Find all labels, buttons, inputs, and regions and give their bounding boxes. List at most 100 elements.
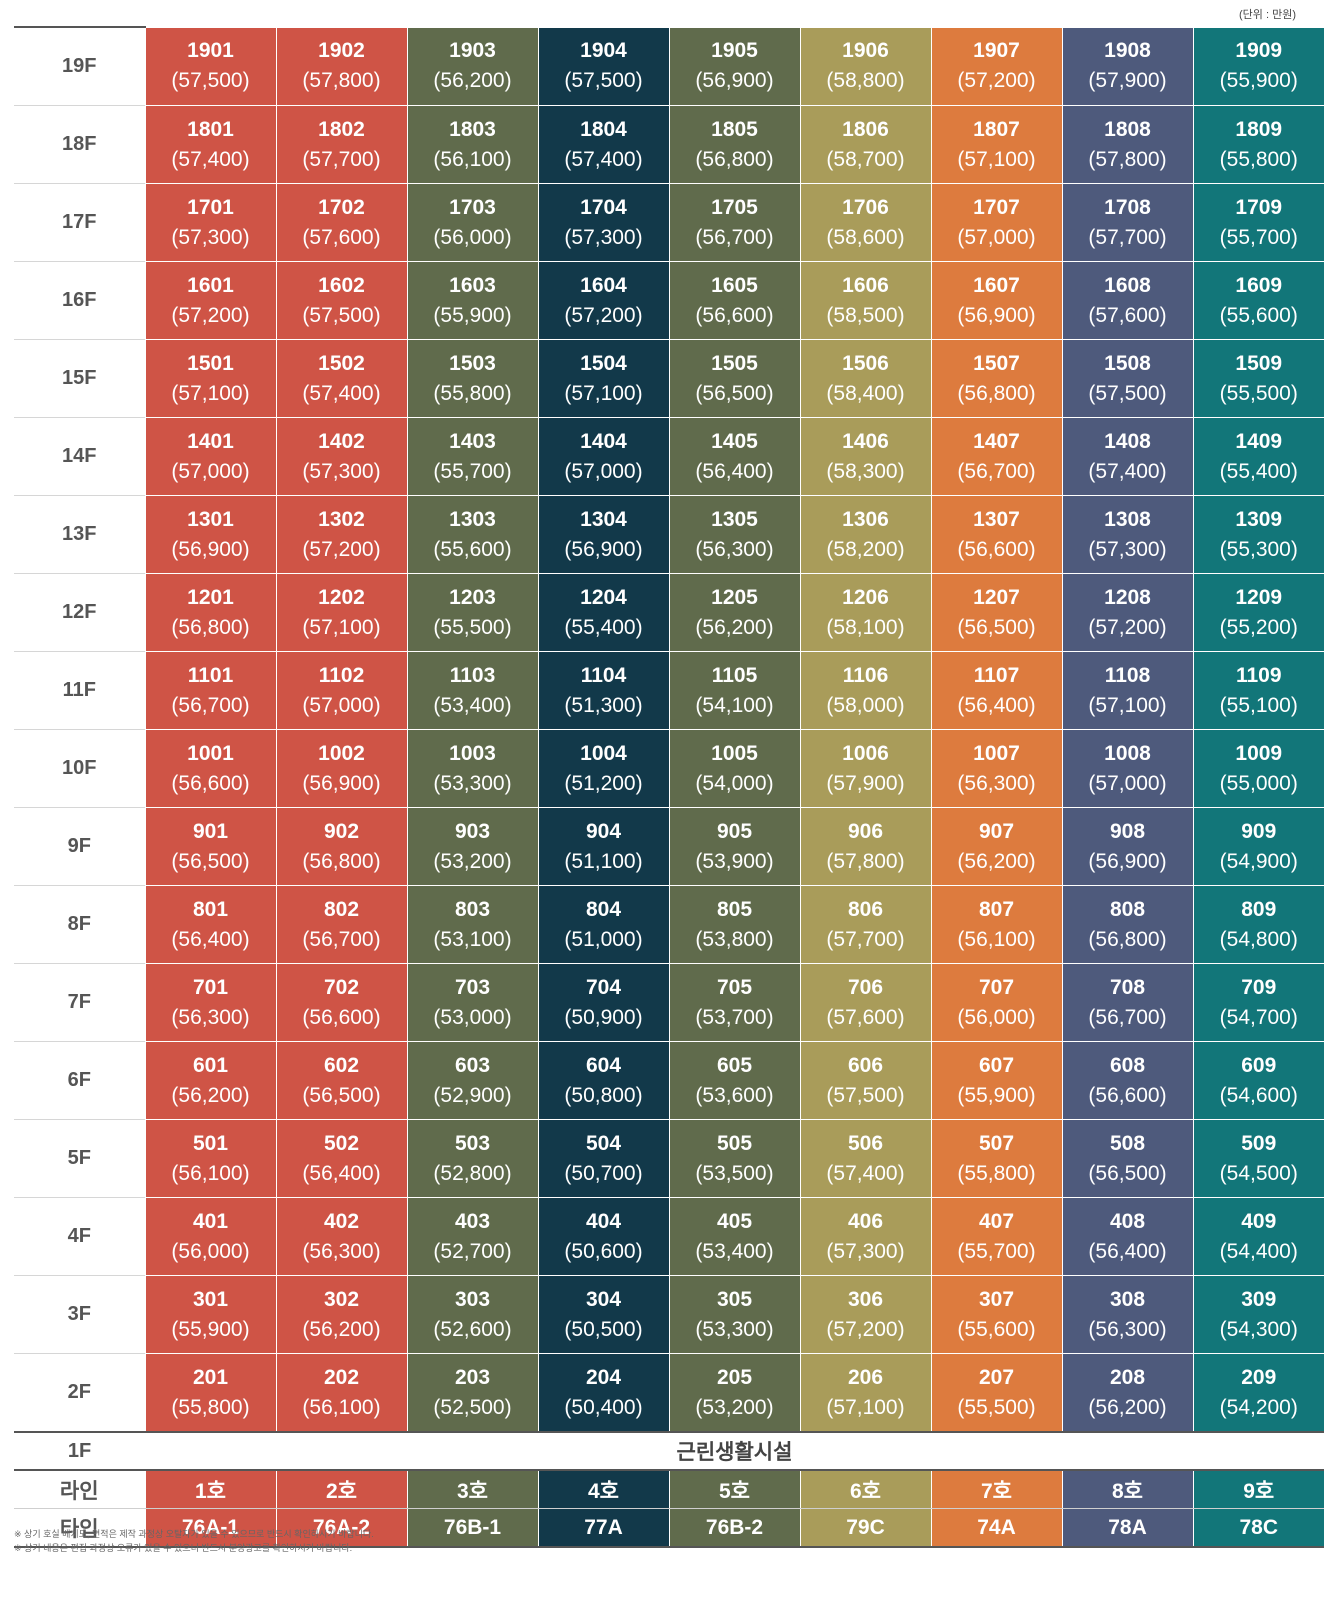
unit-price: (51,300): [564, 693, 643, 717]
unit-price: (58,400): [826, 381, 905, 405]
floor-row: 13F 1301 (56,900) 1302 (57,200) 1303 (55,600) 1…: [14, 495, 1324, 574]
unit-price: (57,200): [171, 303, 250, 327]
unit-number: 1308: [1104, 507, 1151, 531]
unit-price: (56,300): [957, 771, 1036, 795]
unit-cell: 605 (53,600): [668, 1041, 800, 1120]
unit-cell: 1009 (55,000): [1192, 729, 1324, 808]
unit-cell: 209 (54,200): [1192, 1353, 1324, 1432]
unit-cell: 201 (55,800): [144, 1353, 276, 1432]
unit-cell: 302 (56,200): [275, 1275, 407, 1354]
unit-number: 303: [454, 1287, 491, 1311]
unit-price: (57,600): [302, 225, 381, 249]
unit-price: (56,900): [171, 537, 250, 561]
unit-number: 1907: [973, 39, 1020, 63]
unit-cell: 1002 (56,900): [275, 729, 407, 808]
unit-price: (56,800): [1088, 927, 1167, 951]
unit-number: 805: [716, 897, 753, 921]
unit-cell: 304 (50,500): [537, 1275, 669, 1354]
unit-number: 1309: [1235, 507, 1283, 531]
floor-row: 10F 1001 (56,600) 1002 (56,900) 1003 (53,300) 1…: [14, 729, 1324, 808]
unit-number: 1901: [187, 39, 234, 63]
unit-price: (57,700): [826, 927, 905, 951]
unit-number: 1206: [842, 585, 889, 609]
unit-number: 1201: [187, 585, 234, 609]
unit-price: (58,100): [826, 615, 905, 639]
unit-number: 1102: [318, 663, 365, 687]
unit-cell: 907 (56,200): [930, 807, 1062, 886]
unit-cell: 903 (53,200): [406, 807, 538, 886]
unit-price: (57,700): [1088, 225, 1167, 249]
unit-number: 1005: [711, 741, 758, 765]
unit-price: (56,900): [302, 771, 381, 795]
unit-number: 502: [323, 1131, 360, 1155]
unit-number: 1902: [318, 39, 365, 63]
unit-number: 1403: [449, 429, 496, 453]
unit-price: (57,100): [826, 1395, 905, 1419]
unit-number: 601: [192, 1053, 229, 1077]
unit-number: 1001: [187, 741, 234, 765]
floor-row: 14F 1401 (57,000) 1402 (57,300) 1403 (55,700) 1…: [14, 417, 1324, 496]
unit-cell: 1004 (51,200): [537, 729, 669, 808]
unit-number: 1409: [1235, 429, 1283, 453]
unit-cell: 1807 (57,100): [930, 105, 1062, 184]
unit-number: 1304: [580, 507, 627, 531]
unit-cell: 1707 (57,000): [930, 183, 1062, 262]
unit-cell: 606 (57,500): [799, 1041, 931, 1120]
floor-label: 2F: [14, 1353, 145, 1432]
unit-number: 1706: [842, 195, 889, 219]
unit-cell: 1904 (57,500): [537, 26, 669, 106]
unit-cell: 1104 (51,300): [537, 651, 669, 730]
unit-cell: 1306 (58,200): [799, 495, 931, 574]
unit-cell: 1007 (56,300): [930, 729, 1062, 808]
line-cell: 5호: [668, 1470, 800, 1509]
type-cell: 78A: [1061, 1508, 1193, 1548]
unit-cell: 908 (56,900): [1061, 807, 1193, 886]
unit-cell: 1907 (57,200): [930, 26, 1062, 106]
unit-cell: 804 (51,000): [537, 885, 669, 964]
unit-price: (53,200): [695, 1395, 774, 1419]
unit-price: (54,000): [695, 771, 774, 795]
unit-number: 1408: [1104, 429, 1151, 453]
unit-number: 1305: [711, 507, 758, 531]
unit-number: 908: [1109, 819, 1146, 843]
unit-price: (58,800): [826, 69, 905, 93]
unit-number: 702: [323, 975, 360, 999]
unit-cell: 206 (57,100): [799, 1353, 931, 1432]
unit-number: 709: [1241, 975, 1277, 999]
unit-cell: 1801 (57,400): [144, 105, 276, 184]
unit-cell: 408 (56,400): [1061, 1197, 1193, 1276]
floor-label: 10F: [14, 729, 145, 808]
unit-number: 1703: [449, 195, 496, 219]
footnote: ※ 상기 내용은 편집 과정상 오류가 있을 수 있으니 반드시 분양광고를 확…: [14, 1543, 353, 1553]
unit-price: (58,200): [826, 537, 905, 561]
unit-number: 1802: [318, 117, 365, 141]
unit-number: 1007: [973, 741, 1020, 765]
floor-row: 11F 1101 (56,700) 1102 (57,000) 1103 (53,400) 1…: [14, 651, 1324, 730]
unit-number: 309: [1241, 1287, 1277, 1311]
unit-cell: 608 (56,600): [1061, 1041, 1193, 1120]
unit-cell: 1909 (55,900): [1192, 26, 1324, 106]
unit-cell: 1203 (55,500): [406, 573, 538, 652]
unit-number: 1503: [449, 351, 496, 375]
unit-price: (57,100): [564, 381, 643, 405]
unit-price: (57,400): [171, 147, 250, 171]
unit-price: (57,200): [1088, 615, 1167, 639]
unit-number: 1508: [1104, 351, 1151, 375]
floor-row: 19F 1901 (57,500) 1902 (57,800) 1903 (56,200) 1…: [14, 26, 1324, 106]
unit-price: (50,900): [564, 1005, 643, 1029]
floor-row: 3F 301 (55,900) 302 (56,200) 303 (52,600) 304 (5…: [14, 1275, 1324, 1354]
unit-price: (56,600): [302, 1005, 381, 1029]
unit-cell: 1908 (57,900): [1061, 26, 1193, 106]
unit-price: (54,300): [1219, 1317, 1298, 1341]
unit-price: (54,400): [1219, 1239, 1298, 1263]
unit-number: 1804: [580, 117, 627, 141]
unit-number: 506: [847, 1131, 884, 1155]
unit-number: 1509: [1235, 351, 1283, 375]
unit-number: 404: [585, 1209, 622, 1233]
unit-cell: 607 (55,900): [930, 1041, 1062, 1120]
unit-price: (56,800): [957, 381, 1036, 405]
unit-number: 609: [1241, 1053, 1277, 1077]
unit-cell: 306 (57,200): [799, 1275, 931, 1354]
floor-row: 9F 901 (56,500) 902 (56,800) 903 (53,200) 904 (5…: [14, 807, 1324, 886]
unit-price: (55,600): [1219, 303, 1298, 327]
